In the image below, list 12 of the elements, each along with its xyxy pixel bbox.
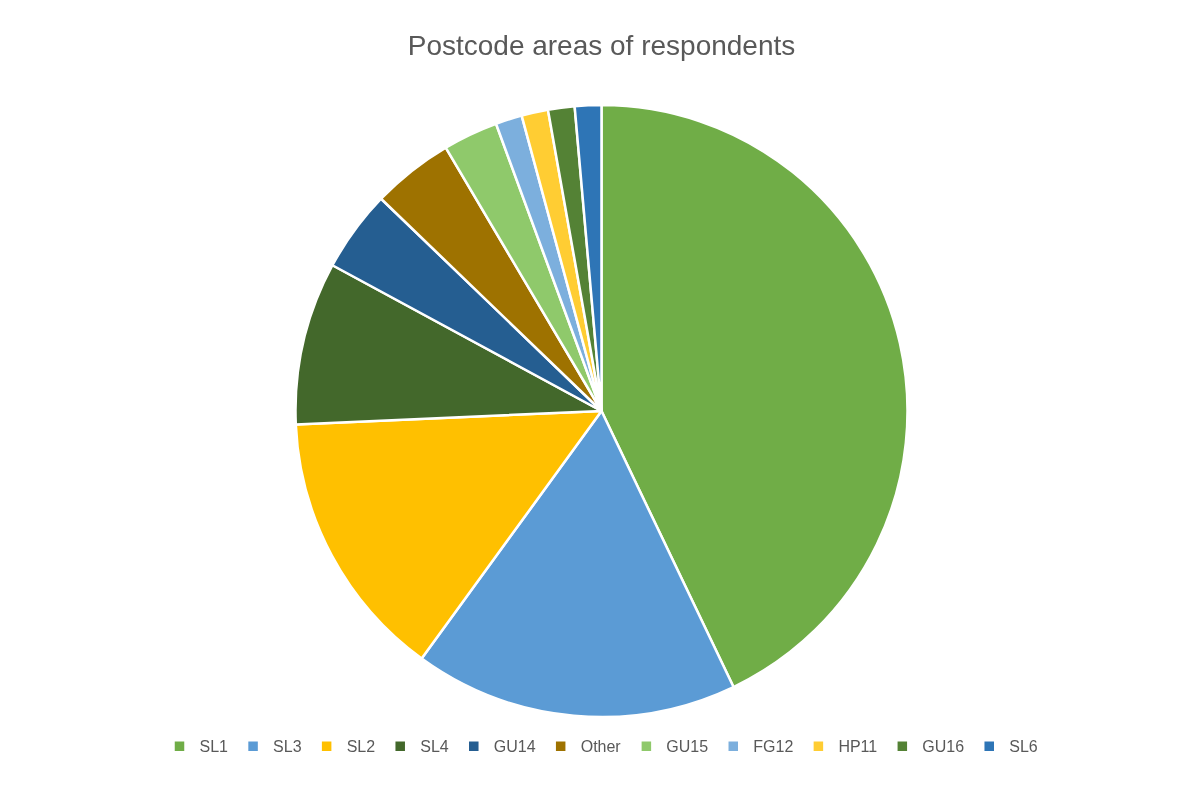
- legend-label: SL3: [273, 738, 302, 756]
- legend-label: SL2: [346, 738, 376, 756]
- chart-title: Postcode areas of respondents: [407, 30, 796, 62]
- legend-label: FG12: [753, 738, 794, 756]
- legend-label: GU15: [666, 738, 709, 756]
- legend-label: SL4: [420, 738, 449, 756]
- legend-label: HP11: [838, 738, 878, 756]
- legend-label: SL1: [199, 738, 229, 756]
- legend-label: Other: [580, 738, 622, 756]
- legend-label: GU16: [922, 738, 965, 756]
- legend-label: GU14: [493, 738, 536, 756]
- legend-label: SL6: [1009, 738, 1038, 756]
